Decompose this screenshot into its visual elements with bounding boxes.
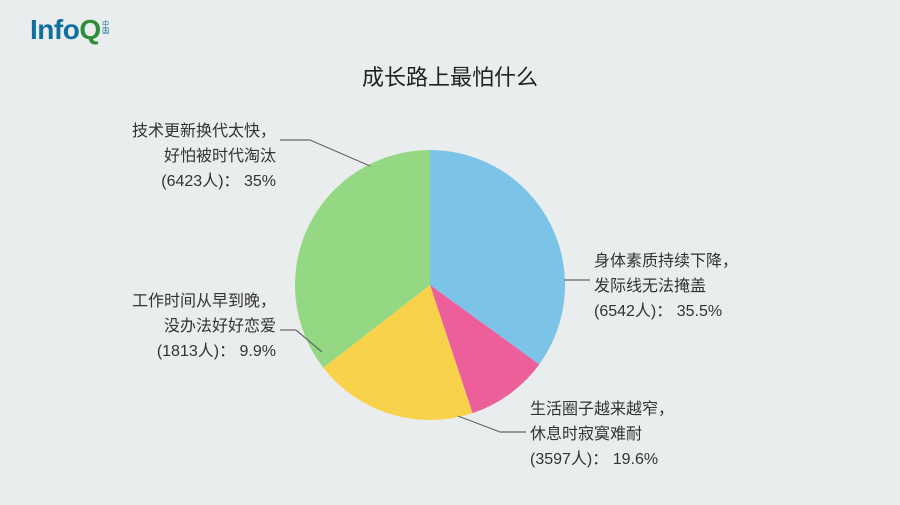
label-line1: 技术更新换代太快，: [132, 120, 276, 145]
logo: InfoQ中国: [30, 14, 101, 46]
label-line1: 生活圈子越来越窄，: [530, 398, 674, 423]
leader-circle: [458, 416, 526, 432]
slice-label-circle: 生活圈子越来越窄，休息时寂寞难耐(3597人)： 19.6%: [530, 398, 674, 472]
label-line1: 工作时间从早到晚，: [132, 290, 276, 315]
label-line1: 身体素质持续下降，: [594, 250, 738, 275]
label-line2: 休息时寂寞难耐: [530, 423, 674, 448]
label-stats: (6423人)： 35%: [132, 170, 276, 195]
logo-main: Info: [30, 14, 79, 45]
slice-label-body: 身体素质持续下降，发际线无法掩盖(6542人)： 35.5%: [594, 250, 738, 324]
label-line2: 好怕被时代淘汰: [132, 145, 276, 170]
slice-label-love: 工作时间从早到晚，没办法好好恋爱(1813人)： 9.9%: [132, 290, 276, 364]
leader-tech: [280, 140, 370, 166]
logo-q: Q中国: [79, 14, 100, 46]
chart-container: InfoQ中国 成长路上最怕什么 技术更新换代太快，好怕被时代淘汰(6423人)…: [0, 0, 900, 500]
slice-label-tech: 技术更新换代太快，好怕被时代淘汰(6423人)： 35%: [132, 120, 276, 194]
logo-tail: 中国: [102, 20, 109, 34]
label-stats: (1813人)： 9.9%: [132, 340, 276, 365]
label-stats: (6542人)： 35.5%: [594, 300, 738, 325]
label-line2: 没办法好好恋爱: [132, 315, 276, 340]
label-stats: (3597人)： 19.6%: [530, 448, 674, 473]
label-line2: 发际线无法掩盖: [594, 275, 738, 300]
chart-title: 成长路上最怕什么: [0, 60, 900, 92]
